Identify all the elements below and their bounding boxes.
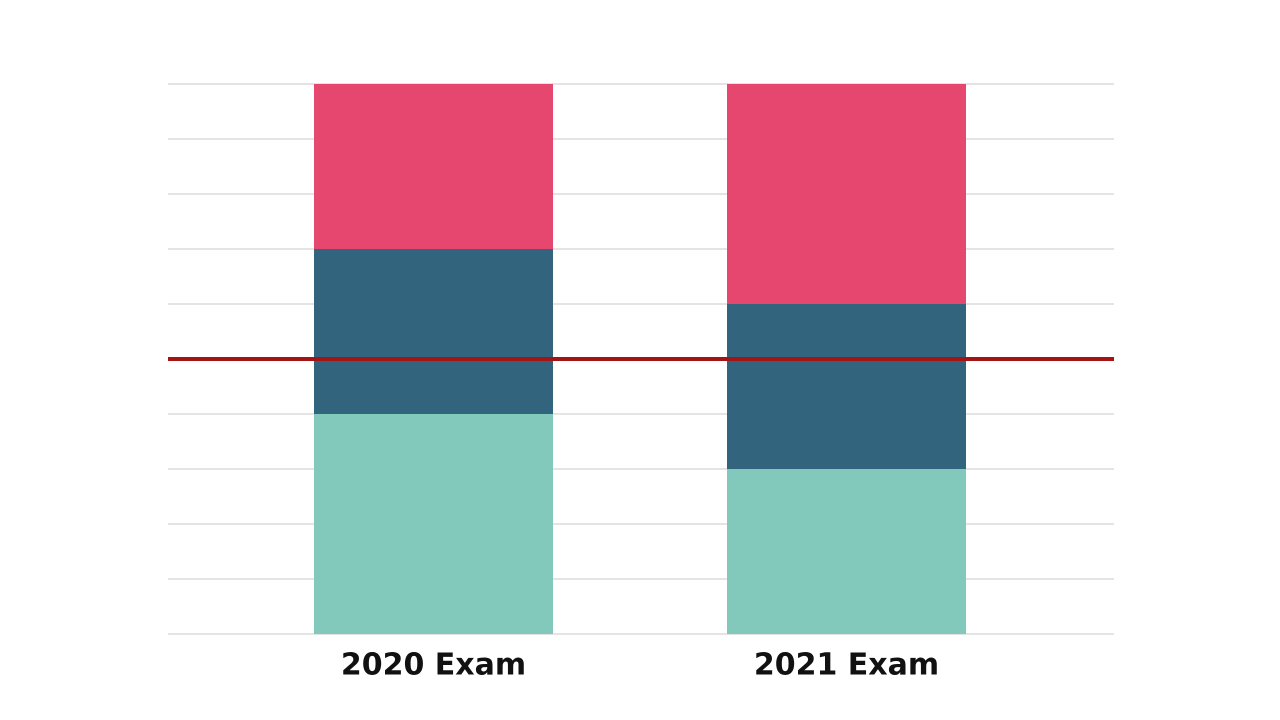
bar-segment: [727, 304, 966, 469]
x-tick-label: 2021 Exam: [754, 648, 939, 683]
bar-segment: [314, 84, 553, 249]
bar-segment: [314, 414, 553, 634]
bar-segment: [314, 249, 553, 414]
bar-segment: [727, 469, 966, 634]
bar-segment: [727, 84, 966, 304]
x-tick-label: 2020 Exam: [341, 648, 526, 683]
